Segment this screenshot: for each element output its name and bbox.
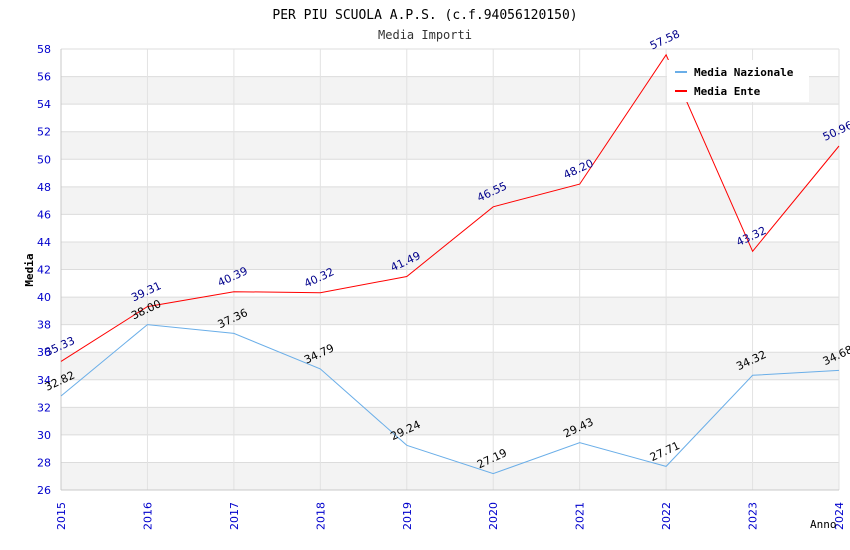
y-tick-label: 38 — [37, 319, 51, 332]
y-tick-label: 56 — [37, 71, 51, 84]
grid-band — [61, 186, 839, 215]
grid-band — [61, 241, 839, 270]
x-tick-label: 2016 — [141, 502, 154, 530]
data-label: 48.20 — [561, 157, 595, 182]
y-tick-label: 26 — [37, 484, 51, 497]
chart-subtitle: Media Importi — [378, 28, 472, 42]
y-tick-label: 30 — [37, 429, 51, 442]
y-tick-label: 42 — [37, 264, 51, 277]
x-tick-label: 2024 — [833, 502, 846, 530]
series-lines — [60, 53, 840, 475]
grid-band — [61, 131, 839, 160]
x-axis-label: Anno — [810, 518, 837, 531]
series-line-media-nazionale — [60, 324, 840, 475]
x-tick-label: 2017 — [228, 502, 241, 530]
grid-band — [61, 462, 839, 490]
series-line-media-ente — [60, 53, 840, 362]
x-tick-label: 2021 — [574, 502, 587, 530]
y-tick-label: 40 — [37, 291, 51, 304]
x-tick-label: 2023 — [747, 502, 760, 530]
x-tick-label: 2022 — [660, 502, 673, 530]
y-tick-label: 54 — [37, 98, 51, 111]
y-tick-label: 36 — [37, 346, 51, 359]
x-tick-label: 2020 — [487, 502, 500, 530]
y-tick-label: 34 — [37, 374, 51, 387]
y-axis-label: Media — [23, 253, 36, 286]
background-bands — [61, 76, 839, 490]
legend-box — [667, 60, 809, 102]
y-tick-label: 44 — [37, 236, 51, 249]
y-tick-label: 28 — [37, 456, 51, 469]
y-tick-label: 32 — [37, 401, 51, 414]
legend: Media Nazionale Media Ente — [667, 60, 809, 102]
grid-band — [61, 407, 839, 435]
legend-label: Media Nazionale — [694, 66, 794, 79]
grid-band — [61, 352, 839, 380]
x-tick-label: 2015 — [55, 502, 68, 530]
data-label: 32.82 — [43, 369, 77, 394]
chart-title: PER PIU SCUOLA A.P.S. (c.f.94056120150) — [272, 8, 577, 23]
y-tick-label: 50 — [37, 153, 51, 166]
grid-band — [61, 297, 839, 325]
x-tick-label: 2019 — [401, 502, 414, 530]
x-tick-label: 2018 — [314, 502, 327, 530]
y-tick-label: 46 — [37, 208, 51, 221]
axes: 26 28 30 32 34 36 38 40 42 44 46 48 50 52 54 56 58 2015 20… — [37, 43, 846, 530]
legend-label: Media Ente — [694, 85, 761, 98]
y-tick-label: 52 — [37, 126, 51, 139]
data-label: 27.71 — [648, 439, 682, 464]
y-tick-label: 58 — [37, 43, 51, 56]
y-tick-label: 48 — [37, 181, 51, 194]
